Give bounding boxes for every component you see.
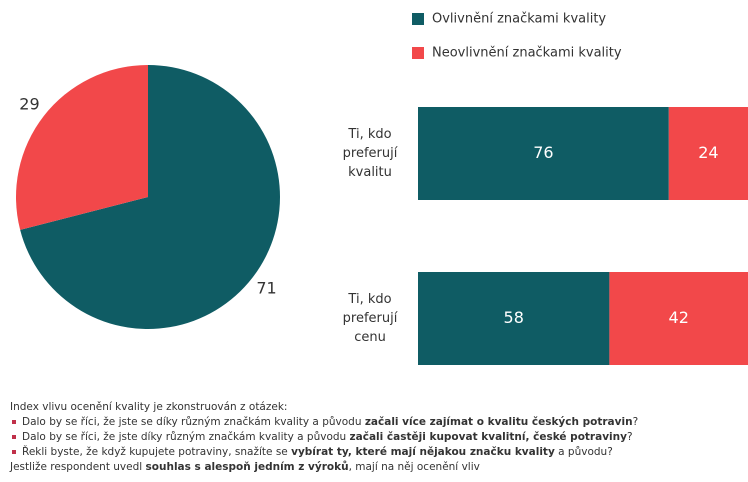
bar-value-label: 24 bbox=[698, 143, 718, 162]
category-label: Ti, kdo preferují kvalitu bbox=[342, 126, 398, 180]
note-text: Dalo by se říci, že jste se díky různým … bbox=[22, 416, 365, 428]
footnote: Index vlivu ocenění kvality je zkonstruo… bbox=[10, 400, 638, 475]
note-item: Řekli byste, že když kupujete potraviny,… bbox=[10, 445, 638, 460]
note-outro: Jestliže respondent uvedl souhlas s ales… bbox=[10, 460, 638, 475]
note-text: , mají na něj ocenění vliv bbox=[348, 461, 480, 473]
chart: 71 29 Ovlivnění značkami kvality Neovlivněn… bbox=[15, 12, 748, 365]
pie-slice bbox=[20, 65, 280, 330]
note-text: Dalo by se říci, že jste díky různým zna… bbox=[22, 431, 350, 443]
bar-value-label: 76 bbox=[533, 143, 553, 162]
note-item: Dalo by se říci, že jste se díky různým … bbox=[10, 415, 638, 430]
pie-label: 29 bbox=[19, 95, 39, 114]
note-text: začali častěji kupovat kvalitní, české p… bbox=[349, 431, 627, 443]
category-label: Ti, kdo preferují cenu bbox=[342, 291, 398, 345]
note-item: Dalo by se říci, že jste díky různým zna… bbox=[10, 430, 638, 445]
bar-value-label: 58 bbox=[504, 308, 524, 327]
note-text: Řekli byste, že když kupujete potraviny,… bbox=[22, 446, 292, 458]
note-intro: Index vlivu ocenění kvality je zkonstruo… bbox=[10, 401, 288, 413]
note-text: souhlas s alespoň jedním z výroků bbox=[145, 461, 349, 473]
bar-segment bbox=[668, 107, 748, 200]
note-text: ? bbox=[626, 431, 633, 443]
legend-swatch bbox=[412, 47, 424, 59]
legend-label: Ovlivnění značkami kvality bbox=[432, 12, 606, 27]
pie-slice bbox=[15, 65, 148, 230]
note-text: a původu? bbox=[554, 446, 613, 458]
note-text: Jestliže respondent uvedl bbox=[10, 461, 146, 473]
pie-label: 71 bbox=[256, 278, 276, 297]
note-text: vybírat ty, které mají nějakou značku kv… bbox=[291, 446, 555, 458]
legend-swatch bbox=[412, 13, 424, 25]
note-text: začali více zajímat o kvalitu českých po… bbox=[364, 416, 633, 428]
bar-segment bbox=[418, 272, 610, 365]
legend-label: Neovlivnění značkami kvality bbox=[432, 46, 622, 61]
note-text: ? bbox=[632, 416, 639, 428]
bar-segment bbox=[609, 272, 748, 365]
bar-value-label: 42 bbox=[669, 308, 689, 327]
bar-segment bbox=[418, 107, 669, 200]
